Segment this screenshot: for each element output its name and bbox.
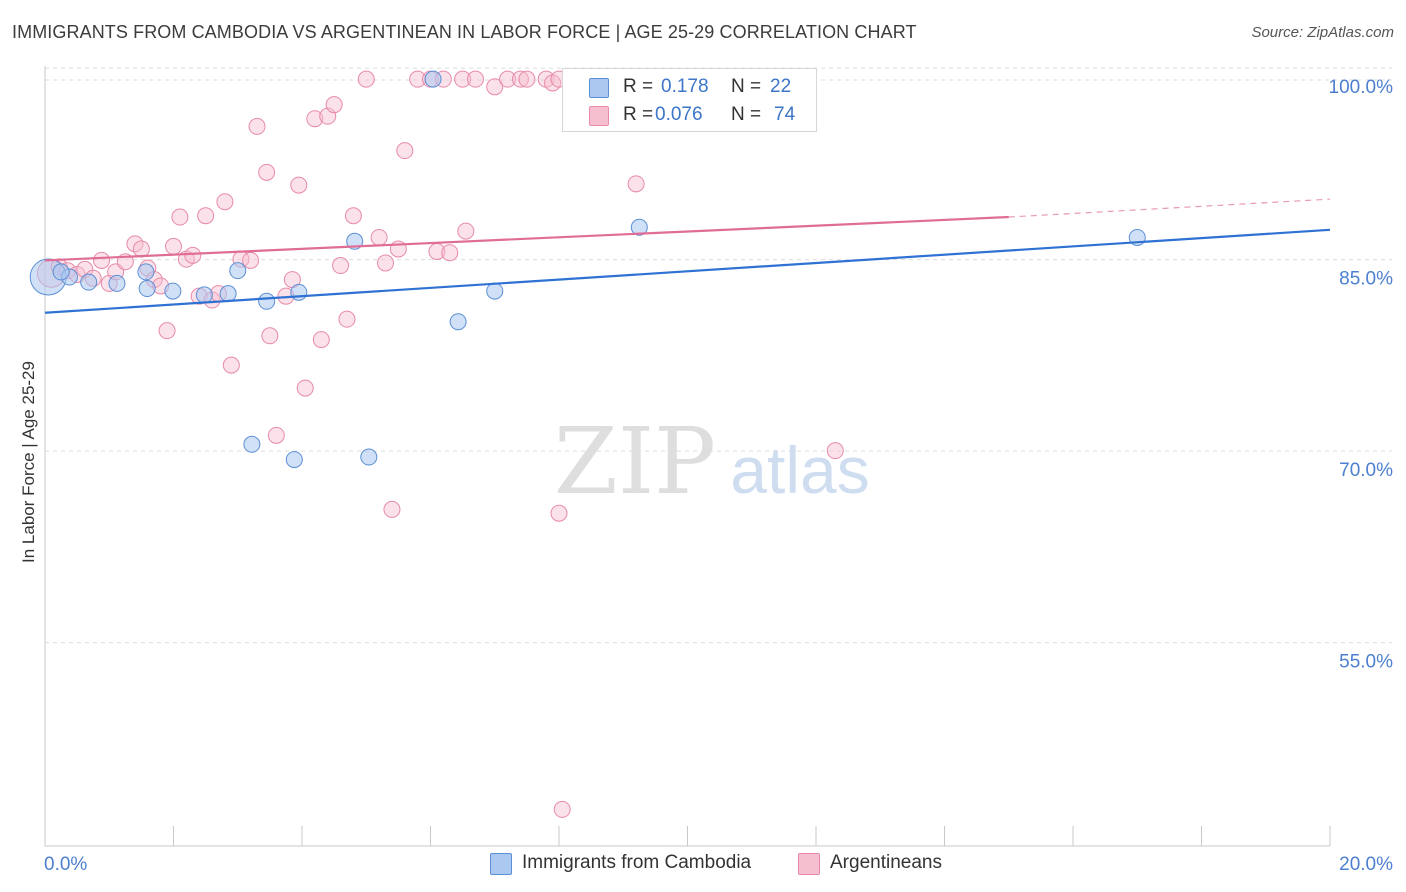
argentineans-point (332, 257, 350, 275)
argentineans-point (290, 176, 308, 194)
argentineans-point (158, 322, 176, 340)
y-axis-label: In Labor Force | Age 25-29 (19, 361, 38, 563)
cambodia-point (137, 263, 155, 281)
argentineans-point (267, 426, 285, 444)
argentineans-point (344, 207, 362, 225)
argentineans-trend-extension (1008, 198, 1331, 218)
argentineans-point (511, 70, 529, 88)
tick-labels: 55.0% 70.0% 85.0% 100.0% 0.0% 20.0% (44, 77, 1393, 875)
argentineans-points (36, 70, 844, 818)
cambodia-point (360, 448, 378, 466)
legend-row-argentineans: R = 0.076 N = 74 (563, 101, 816, 129)
argentineans-point (306, 110, 324, 128)
axes (44, 66, 1331, 847)
argentineans-point (325, 96, 343, 114)
gridlines (45, 67, 1392, 644)
argentineans-point (441, 244, 459, 262)
legend-swatch-blue (589, 78, 609, 98)
argentineans-point (261, 327, 279, 345)
legend-r-value: 0.076 (655, 104, 703, 125)
argentineans-point (258, 163, 276, 181)
argentineans-point (486, 78, 504, 96)
argentineans-point (553, 800, 571, 818)
x-tick-label: 20.0% (1339, 854, 1393, 875)
y-tick-label: 85.0% (1339, 269, 1393, 290)
argentineans-point (370, 228, 388, 246)
legend-swatch-blue (490, 853, 512, 875)
watermark-zip: ZIP (554, 408, 716, 515)
legend-n-value: 22 (770, 76, 792, 97)
cambodia-point (290, 283, 308, 301)
cambodia-point (219, 285, 237, 303)
cambodia-point (164, 282, 182, 300)
y-tick-label: 55.0% (1339, 652, 1393, 673)
legend-n-label: N = (731, 76, 762, 97)
argentineans-point (93, 251, 111, 269)
argentineans-point (357, 70, 375, 88)
series-legend: Immigrants from Cambodia Argentineans (0, 852, 1406, 878)
argentineans-point (171, 208, 189, 226)
argentineans-point (248, 117, 266, 135)
legend-swatch-pink (798, 853, 820, 875)
argentineans-point (627, 175, 645, 193)
correlation-legend: R = 0.178 N = 22 R = 0.076 N = 74 (562, 68, 817, 132)
argentineans-point (466, 70, 484, 88)
argentineans-point (132, 240, 150, 258)
chart-title: IMMIGRANTS FROM CAMBODIA VS ARGENTINEAN … (12, 22, 917, 42)
cambodia-point (424, 70, 442, 88)
argentineans-point (826, 442, 844, 460)
argentineans-point (338, 310, 356, 328)
argentineans-point (197, 207, 215, 225)
cambodia-point (229, 262, 247, 280)
argentineans-point (396, 142, 414, 160)
legend-n-value: 74 (774, 104, 796, 125)
legend-n-label: N = (731, 104, 762, 125)
cambodia-point (138, 280, 156, 298)
cambodia-point (258, 292, 276, 310)
cambodia-point (195, 286, 213, 304)
cambodia-point (243, 435, 261, 453)
argentineans-point (222, 356, 240, 374)
argentineans-point (518, 70, 536, 88)
argentineans-point (377, 254, 395, 272)
argentineans-point (242, 251, 260, 269)
cambodia-points (29, 70, 1146, 469)
cambodia-trend-line (44, 228, 1331, 314)
argentineans-point (296, 379, 314, 397)
argentineans-point (550, 504, 568, 522)
argentineans-point (165, 237, 182, 255)
legend-r-label: R = (623, 104, 654, 125)
y-tick-label: 70.0% (1339, 460, 1393, 481)
source-label: Source: ZipAtlas.com (1251, 24, 1394, 41)
y-tick-label: 100.0% (1329, 77, 1394, 98)
argentineans-trend-line (44, 215, 1009, 262)
argentineans-point (216, 193, 234, 211)
legend-swatch-pink (589, 106, 609, 126)
argentineans-point (457, 222, 475, 240)
legend-r-value: 0.178 (661, 76, 709, 97)
cambodia-point (80, 273, 98, 291)
cambodia-point (285, 451, 303, 469)
argentineans-point (454, 70, 472, 88)
series-legend-label: Argentineans (830, 852, 942, 873)
x-tick-label: 0.0% (44, 854, 87, 875)
cambodia-point (108, 274, 126, 292)
cambodia-point (449, 313, 467, 331)
trend-lines (44, 198, 1331, 314)
series-legend-label: Immigrants from Cambodia (522, 852, 752, 873)
argentineans-point (499, 70, 517, 88)
cambodia-point (52, 263, 70, 281)
watermark-atlas: atlas (730, 433, 869, 507)
cambodia-point (630, 218, 648, 236)
legend-r-label: R = (623, 76, 654, 97)
argentineans-point (184, 246, 202, 264)
argentineans-point (383, 500, 401, 518)
argentineans-point (312, 331, 330, 349)
cambodia-point (486, 282, 504, 300)
legend-row-cambodia: R = 0.178 N = 22 (563, 73, 816, 101)
